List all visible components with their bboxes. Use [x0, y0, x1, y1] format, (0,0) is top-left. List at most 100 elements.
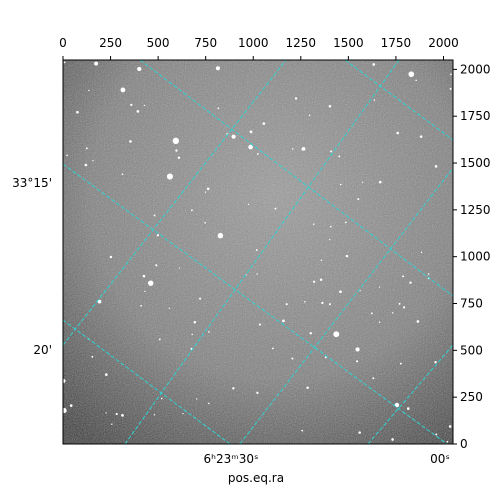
star — [402, 306, 406, 309]
star — [109, 255, 113, 259]
star — [121, 414, 124, 417]
dec-grid-line — [63, 319, 231, 444]
star — [306, 386, 309, 389]
star — [370, 312, 373, 315]
star — [215, 66, 220, 71]
y-tick-label: 0 — [460, 437, 468, 451]
x-tick-label: 1750 — [381, 36, 412, 50]
star — [378, 180, 382, 184]
star — [379, 286, 381, 288]
star — [378, 321, 381, 324]
star — [199, 297, 202, 300]
x-tick-label: 750 — [194, 36, 217, 50]
star — [319, 278, 323, 281]
star — [329, 239, 331, 241]
star — [435, 433, 438, 436]
y-tick-label: 750 — [460, 297, 483, 311]
x-tick-label: 1250 — [286, 36, 317, 50]
star — [182, 412, 184, 415]
star — [320, 259, 323, 262]
star — [217, 107, 220, 110]
star — [105, 373, 108, 376]
star — [156, 234, 160, 237]
star — [434, 165, 438, 168]
x-tick-label: 0 — [59, 36, 67, 50]
star — [63, 61, 66, 64]
star — [172, 137, 179, 145]
star — [344, 221, 347, 224]
ra-label: 6ʰ23ᵐ30ˢ — [204, 452, 259, 466]
star — [175, 149, 178, 152]
star — [330, 150, 333, 153]
star — [329, 225, 332, 228]
star — [308, 114, 311, 117]
star — [324, 356, 327, 359]
star — [291, 357, 294, 360]
star — [193, 320, 197, 324]
star — [256, 153, 259, 155]
star — [208, 331, 210, 333]
y-tick-label: 250 — [460, 390, 483, 404]
star — [84, 163, 88, 167]
star — [420, 251, 423, 254]
star — [232, 387, 235, 390]
star — [328, 105, 332, 108]
x-tick-label: 250 — [99, 36, 122, 50]
star — [396, 131, 400, 135]
star — [434, 361, 437, 364]
star — [449, 87, 452, 90]
star — [204, 191, 207, 193]
star — [427, 273, 430, 275]
star — [258, 323, 261, 326]
star — [301, 429, 304, 432]
y-tick-label: 1500 — [460, 156, 491, 170]
dec-label: 20' — [33, 343, 52, 357]
star — [333, 331, 340, 338]
star — [416, 320, 420, 323]
star — [312, 223, 315, 225]
star — [168, 307, 171, 309]
star — [105, 412, 107, 414]
dec-label: 33°15' — [12, 176, 52, 190]
dec-grid-line — [139, 60, 453, 297]
star — [255, 249, 258, 251]
star — [402, 275, 405, 278]
y-tick-label: 500 — [460, 343, 483, 357]
star — [339, 183, 342, 186]
star — [136, 109, 140, 113]
x-tick-label: 1000 — [238, 36, 269, 50]
star — [328, 303, 331, 306]
star — [409, 281, 412, 284]
star — [372, 377, 375, 380]
star — [450, 73, 452, 76]
star — [262, 122, 266, 125]
y-tick-label: 1750 — [460, 109, 491, 123]
star — [92, 159, 94, 162]
star — [63, 379, 66, 383]
star — [399, 362, 402, 365]
star — [358, 431, 361, 434]
star — [217, 232, 224, 239]
star — [419, 135, 423, 138]
star — [406, 407, 410, 410]
star — [91, 355, 94, 358]
star — [191, 209, 193, 212]
star — [446, 440, 449, 443]
star — [321, 301, 324, 305]
dec-grid-line — [63, 163, 448, 444]
star — [304, 300, 306, 303]
dec-grid-line — [344, 60, 453, 141]
star — [291, 148, 294, 150]
star — [345, 254, 349, 258]
star — [120, 87, 126, 93]
star — [448, 425, 452, 428]
star — [196, 398, 198, 400]
star — [282, 319, 285, 323]
y-tick-label: 2000 — [460, 62, 491, 76]
star — [206, 187, 210, 191]
star — [372, 63, 376, 66]
star — [137, 66, 142, 72]
star — [155, 264, 158, 267]
star — [129, 140, 132, 143]
